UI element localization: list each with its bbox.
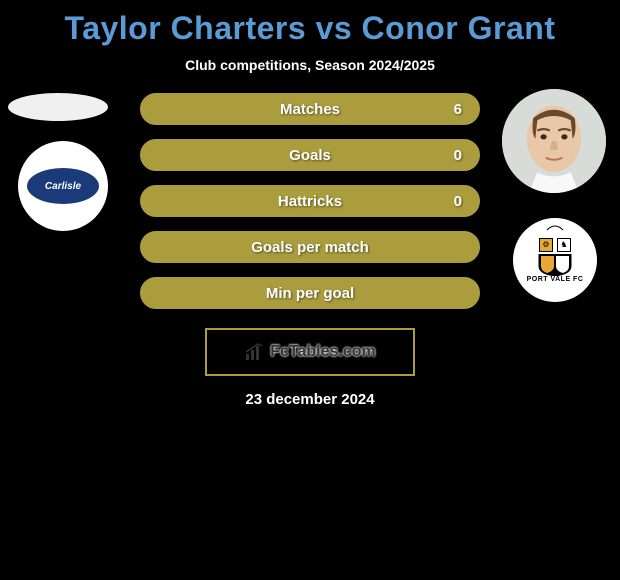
stat-row: Hattricks 0 [140,185,480,217]
fctables-text: FcTables.com [270,343,376,361]
right-club-badge: ⚙ ♞ PORT VALE FC [510,215,600,305]
right-player-column: ⚙ ♞ PORT VALE FC [502,89,612,305]
stat-label: Matches [280,101,340,118]
stat-value-right: 0 [454,147,462,164]
stat-label: Min per goal [266,285,354,302]
stat-label: Goals per match [251,239,369,256]
chart-icon [244,342,264,362]
stat-label: Goals [289,147,331,164]
left-club-badge: Carlisle [18,141,108,231]
left-player-column: Carlisle [8,93,128,231]
shield-icon: ⚙ [539,238,553,252]
page-subtitle: Club competitions, Season 2024/2025 [0,57,620,73]
stat-value-right: 6 [454,101,462,118]
right-club-badge-crest-icon [537,254,573,276]
page-title: Taylor Charters vs Conor Grant [0,0,620,47]
right-club-badge-shields: ⚙ ♞ [539,238,571,252]
stat-label: Hattricks [278,193,342,210]
stat-value-right: 0 [454,193,462,210]
stats-area: Carlisle ⚙ ♞ [0,93,620,323]
date-text: 23 december 2024 [0,391,620,408]
left-club-badge-text: Carlisle [27,168,99,204]
right-club-badge-ribbon-icon [545,222,565,232]
right-player-avatar [502,89,606,193]
stat-row: Goals 0 [140,139,480,171]
left-player-avatar-placeholder [8,93,108,121]
stat-row: Goals per match [140,231,480,263]
stat-row: Matches 6 [140,93,480,125]
right-player-face-icon [502,89,606,193]
stat-row: Min per goal [140,277,480,309]
fctables-watermark: FcTables.com [205,328,415,376]
right-club-badge-text: PORT VALE FC [527,276,584,283]
stat-rows: Matches 6 Goals 0 Hattricks 0 Goals per match M… [140,93,480,323]
shield-icon: ♞ [557,238,571,252]
